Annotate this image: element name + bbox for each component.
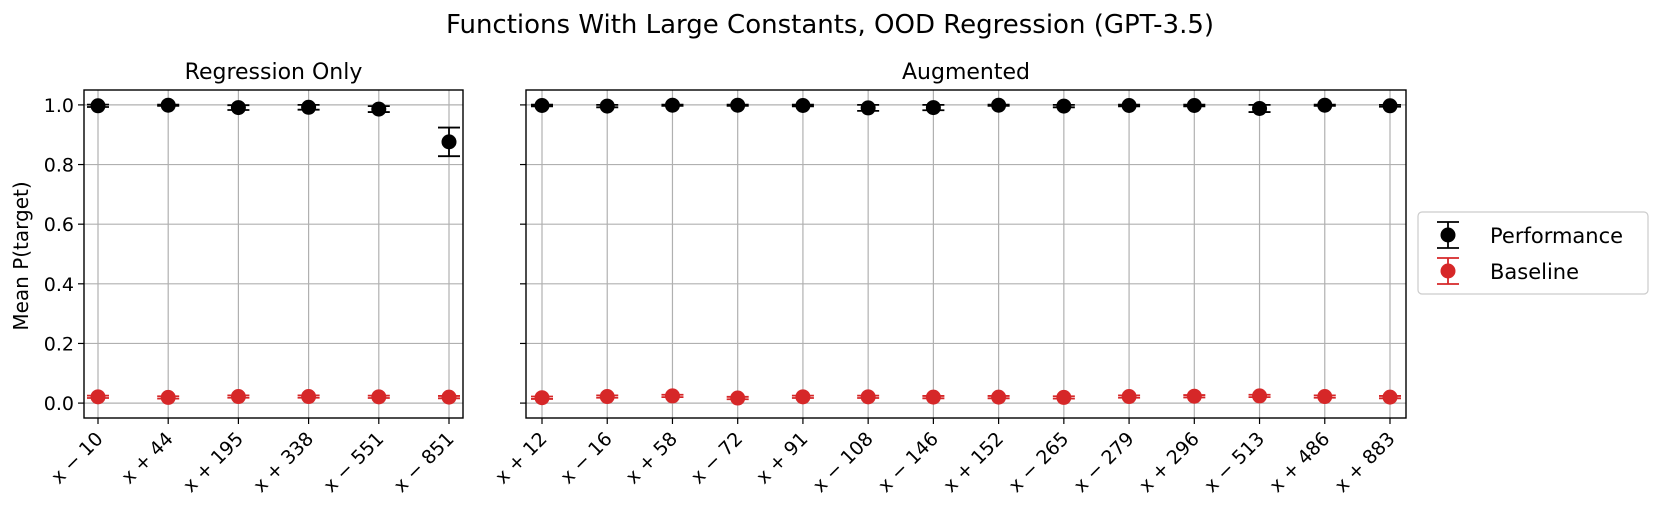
data-point (230, 100, 246, 116)
data-point (599, 98, 615, 114)
data-point (441, 134, 457, 150)
x-tick-label: x − 146 (874, 428, 943, 497)
y-tick-label: 0.2 (44, 333, 74, 355)
data-point (991, 389, 1007, 405)
x-tick-label: x − 10 (47, 428, 107, 488)
x-tick-label: x − 72 (687, 428, 747, 488)
x-tick-label: x + 486 (1265, 428, 1334, 497)
data-point (1382, 389, 1398, 405)
x-tick-label: x − 513 (1200, 428, 1269, 497)
x-tick-label: x + 91 (752, 428, 812, 488)
data-point (1186, 388, 1202, 404)
data-point (1056, 98, 1072, 114)
data-point (534, 98, 550, 114)
chart-title: Functions With Large Constants, OOD Regr… (446, 10, 1214, 40)
axes-frame (525, 89, 1407, 419)
series-performance (531, 97, 1401, 116)
data-point (160, 97, 176, 113)
data-point (301, 99, 317, 115)
data-point (795, 389, 811, 405)
subplot-title: Regression Only (185, 60, 363, 85)
x-tick-label: x + 152 (939, 428, 1008, 497)
x-tick-label: x + 195 (179, 428, 248, 497)
chart-legend: Performance Baseline (1417, 211, 1649, 295)
legend-entry-baseline: Baseline (1437, 257, 1579, 285)
data-point (301, 389, 317, 405)
y-tick-label: 0.8 (44, 155, 74, 177)
data-point (1317, 389, 1333, 405)
legend-marker (1440, 263, 1456, 279)
y-tick-label: 0.6 (44, 214, 74, 236)
legend-label: Baseline (1490, 260, 1579, 284)
data-point (664, 97, 680, 113)
data-point (925, 389, 941, 405)
data-point (1252, 100, 1268, 116)
x-tick-label: x + 296 (1135, 428, 1204, 497)
x-tick-label: x − 265 (1004, 428, 1073, 497)
x-tick-label: x + 883 (1331, 428, 1400, 497)
data-point (1317, 97, 1333, 113)
data-point (441, 389, 457, 405)
data-point (1056, 389, 1072, 405)
data-point (664, 388, 680, 404)
data-point (1252, 388, 1268, 404)
x-tick-label: x − 279 (1070, 428, 1139, 497)
x-tick-label: x − 551 (319, 428, 388, 497)
legend-box (1417, 211, 1649, 295)
data-point (860, 100, 876, 116)
x-tick-label: x − 108 (809, 428, 878, 497)
data-point (1121, 98, 1137, 114)
y-tick-label: 0.0 (44, 393, 74, 415)
data-point (371, 389, 387, 405)
data-point (160, 389, 176, 405)
data-point (795, 98, 811, 114)
data-point (1186, 98, 1202, 114)
data-point (599, 389, 615, 405)
y-tick-label: 0.4 (44, 274, 74, 296)
data-point (860, 389, 876, 405)
data-point (90, 389, 106, 405)
data-point (991, 97, 1007, 113)
series-performance (87, 97, 460, 158)
x-tick-label: x + 58 (622, 428, 682, 488)
legend-entry-performance: Performance (1437, 221, 1623, 249)
data-point (730, 97, 746, 113)
data-point (730, 390, 746, 406)
series-baseline (531, 388, 1401, 406)
x-tick-label: x − 16 (556, 428, 616, 488)
axes-frame (83, 89, 464, 419)
x-tick-label: x + 44 (117, 428, 177, 488)
subplot-title: Augmented (902, 60, 1030, 85)
legend-marker (1440, 227, 1456, 243)
legend-label: Performance (1490, 224, 1623, 248)
x-tick-label: x + 338 (249, 428, 318, 497)
y-axis-label: Mean P(target) (9, 181, 33, 330)
data-point (371, 101, 387, 117)
x-tick-label: x + 12 (491, 428, 551, 488)
data-point (925, 100, 941, 116)
data-point (230, 389, 246, 405)
y-tick-label: 1.0 (44, 95, 74, 117)
data-point (1121, 389, 1137, 405)
series-baseline (87, 389, 460, 405)
data-point (534, 390, 550, 406)
data-point (90, 98, 106, 114)
data-point (1382, 98, 1398, 114)
x-tick-label: x − 851 (390, 428, 459, 497)
